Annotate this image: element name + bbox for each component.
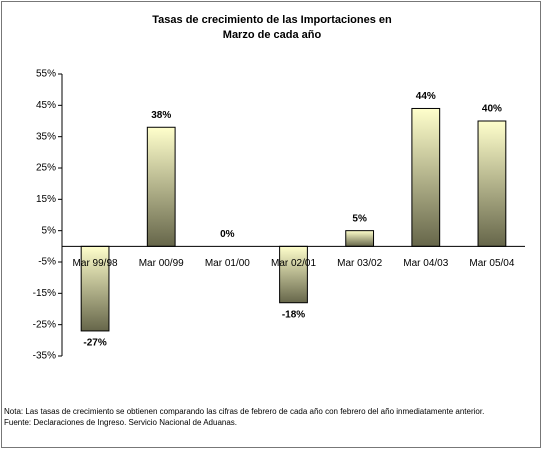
x-tick-label: Mar 99/98 — [73, 258, 118, 269]
value-label: 44% — [416, 91, 436, 102]
note: Nota: Las tasas de crecimiento se obtien… — [4, 407, 485, 416]
y-tick-label: -15% — [33, 288, 56, 299]
y-tick-label: -25% — [33, 319, 56, 330]
x-tick-label: Mar 04/03 — [403, 258, 448, 269]
source: Fuente: Declaraciones de Ingreso. Servic… — [4, 418, 238, 427]
bar — [477, 120, 507, 247]
bar — [146, 126, 176, 247]
bar — [80, 245, 110, 332]
y-tick-label: 5% — [42, 225, 57, 236]
y-tick-label: 35% — [36, 131, 56, 142]
y-tick-label: 25% — [36, 163, 56, 174]
bar — [411, 107, 441, 247]
y-tick-label: 55% — [36, 69, 56, 80]
value-label: 38% — [151, 110, 171, 121]
bar — [279, 245, 308, 304]
value-label: 5% — [352, 213, 367, 224]
chart-title: Marzo de cada año — [223, 29, 322, 41]
x-tick-label: Mar 02/01 — [271, 258, 316, 269]
bar — [345, 230, 375, 247]
y-tick-label: -35% — [33, 351, 56, 362]
y-tick-label: -5% — [38, 257, 56, 268]
chart-title: Tasas de crecimiento de las Importacione… — [152, 14, 392, 26]
value-label: -27% — [83, 338, 106, 349]
x-tick-label: Mar 00/99 — [139, 258, 184, 269]
value-label: 40% — [482, 104, 502, 115]
y-tick-label: 15% — [36, 194, 56, 205]
y-tick-label: 45% — [36, 100, 56, 111]
x-tick-label: Mar 05/04 — [469, 258, 514, 269]
x-tick-label: Mar 03/02 — [337, 258, 382, 269]
x-tick-label: Mar 01/00 — [205, 258, 250, 269]
notes: Nota: Las tasas de crecimiento se obtien… — [4, 406, 542, 428]
value-label: 0% — [220, 229, 235, 240]
value-label: -18% — [282, 309, 305, 320]
